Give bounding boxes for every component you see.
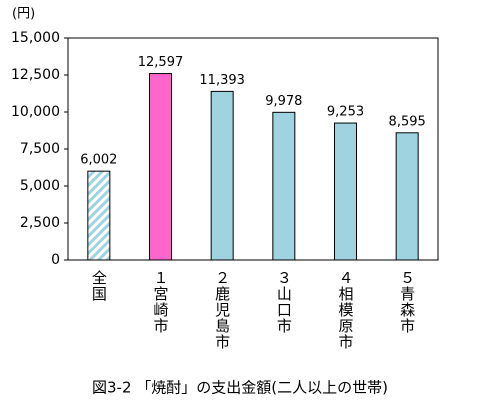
bar	[334, 122, 357, 261]
y-tick-label: 7,500	[20, 141, 60, 157]
y-tick-label: 15,000	[11, 30, 60, 46]
y-tick-label: 2,500	[20, 215, 60, 231]
y-tick-label: 5,000	[20, 178, 60, 194]
bar	[149, 73, 172, 261]
x-tick-label: ２鹿児島市	[213, 270, 232, 350]
x-tick-label: ４相模原市	[336, 270, 355, 350]
x-tick-label: ５青森市	[398, 270, 417, 334]
bar	[272, 111, 296, 261]
plot-frame	[67, 37, 439, 261]
y-tick-label: 10,000	[11, 104, 60, 120]
x-tick-label: 全国	[89, 270, 108, 302]
chart-title: 図3-2 「焼酎」の支出金額(二人以上の世帯)	[92, 379, 388, 397]
y-tick-label: 12,500	[11, 67, 60, 83]
value-label: 9,978	[265, 94, 302, 109]
value-label: 11,393	[199, 73, 245, 88]
value-label: 8,595	[389, 114, 426, 129]
value-label: 12,597	[138, 55, 184, 70]
y-tick-label: 0	[51, 252, 60, 268]
x-tick-label: ３山口市	[274, 270, 293, 334]
bar	[395, 132, 419, 261]
y-unit: (円)	[12, 7, 35, 22]
value-label: 6,002	[80, 153, 117, 168]
x-tick-label: １宮崎市	[151, 270, 170, 334]
bar	[87, 170, 111, 261]
value-label: 9,253	[327, 105, 364, 120]
bar	[210, 90, 234, 261]
